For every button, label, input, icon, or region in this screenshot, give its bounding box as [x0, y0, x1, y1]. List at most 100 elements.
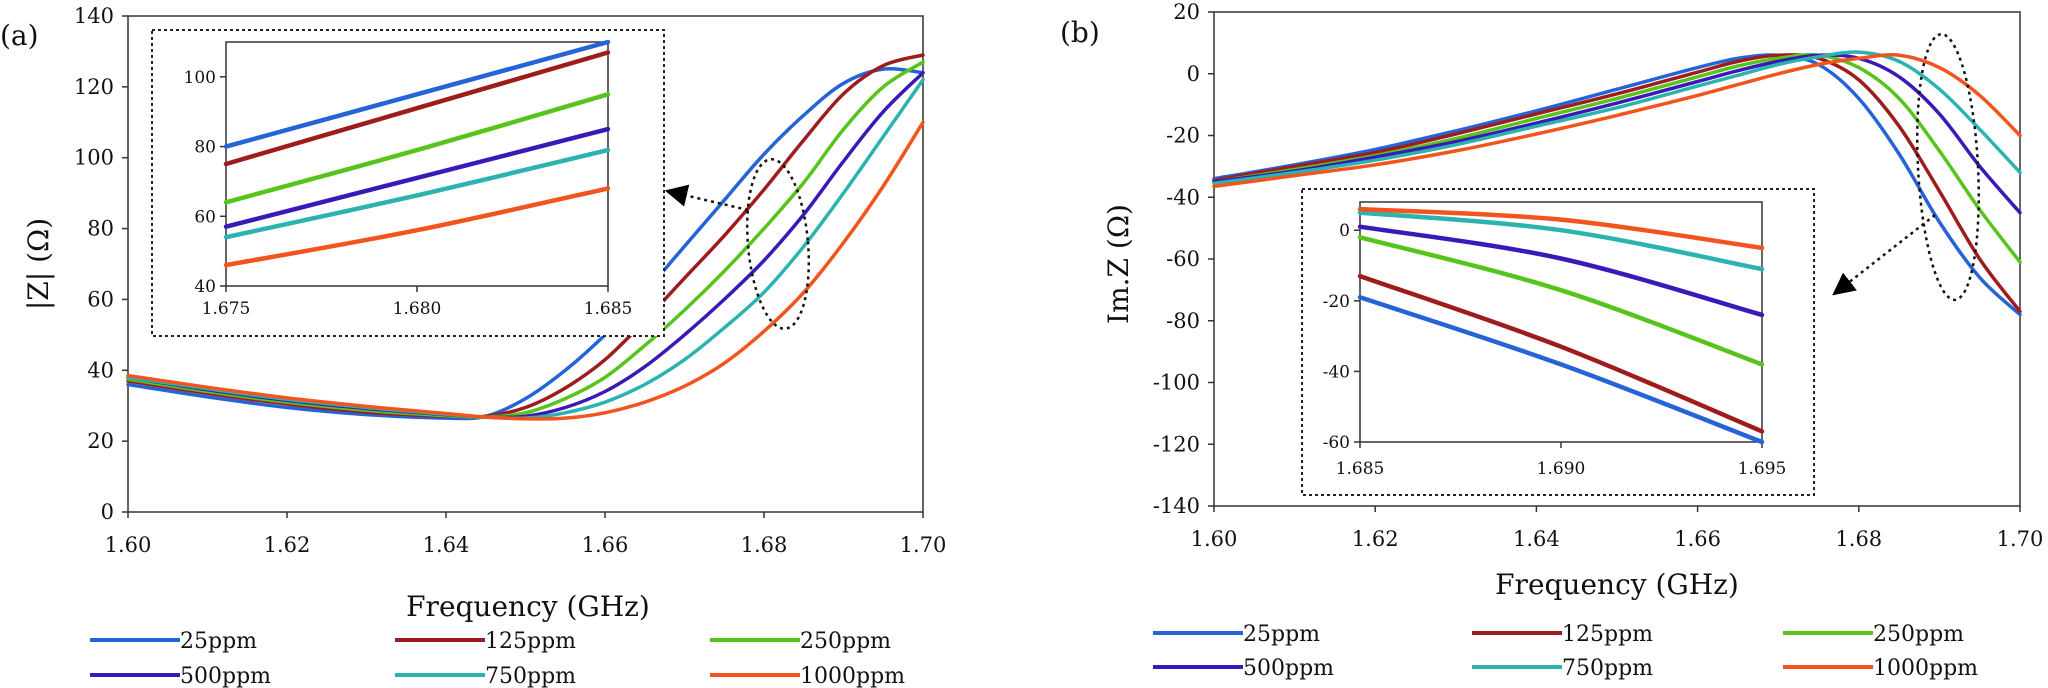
b-x-tick-label: 1.68 [1835, 527, 1882, 551]
legend-a: 25ppm 125ppm 250ppm 500ppm 750ppm 1000ppm [90, 629, 905, 688]
legend-b-label-125ppm: 125ppm [1562, 622, 1653, 647]
x-ticks-a: 1.60 1.62 1.64 1.66 1.68 1.70 [105, 512, 947, 557]
inset-series-a [223, 39, 611, 268]
legend-a-item-750ppm: 750ppm [395, 664, 576, 688]
legend-b-item-500ppm: 500ppm [1153, 656, 1334, 681]
b-y-tick-label: -120 [1153, 432, 1200, 456]
b-y-tick-label: -40 [1166, 185, 1200, 209]
legend-a-label-125ppm: 125ppm [485, 629, 576, 654]
panel-b-label: (b) [1060, 16, 1100, 49]
chart-a: 1.60 1.62 1.64 1.66 1.68 1.70 0 20 40 60 80 100 120… [22, 4, 946, 623]
b-inset-y-tick-label: 0 [1339, 221, 1350, 241]
a-inset-series-25ppm [223, 39, 611, 149]
a-y-tick-label: 0 [101, 500, 114, 524]
y-axis-label-a: |Z| (Ω) [22, 218, 55, 310]
a-inset-x-tick-label: 1.675 [202, 299, 251, 319]
b-inset-series-1000ppm [1357, 206, 1765, 251]
inset-y-ticks-a: 40 60 80 100 [184, 68, 226, 297]
legend-a-label-250ppm: 250ppm [800, 629, 891, 654]
a-inset-series-750ppm [223, 147, 611, 240]
a-inset-x-tick-label: 1.680 [393, 299, 442, 319]
a-x-tick-label: 1.66 [582, 533, 629, 557]
a-inset-series-1000ppm [223, 186, 611, 268]
a-series-25ppm [126, 66, 925, 421]
b-x-tick-label: 1.66 [1674, 527, 1721, 551]
a-inset-y-tick-label: 100 [184, 68, 216, 88]
legend-b-item-125ppm: 125ppm [1472, 622, 1653, 647]
b-inset-series-750ppm [1357, 210, 1765, 272]
b-inset-series-250ppm [1357, 235, 1765, 367]
legend-a-label-500ppm: 500ppm [180, 664, 271, 688]
b-series-1000ppm [1212, 53, 2022, 189]
b-inset-y-tick-label: -60 [1323, 433, 1350, 453]
panel-a-label: (a) [0, 19, 39, 52]
legend-a-item-125ppm: 125ppm [395, 629, 576, 654]
b-y-tick-label: 0 [1187, 62, 1200, 86]
a-inset-y-tick-label: 80 [194, 138, 216, 158]
a-series-1000ppm [126, 120, 925, 421]
annotation-arrow-a [664, 184, 749, 212]
a-inset-series-500ppm [223, 126, 611, 229]
a-inset-x-tick-label: 1.685 [584, 299, 633, 319]
b-inset-x-tick-label: 1.685 [1336, 459, 1385, 479]
a-inset-series-250ppm [223, 92, 611, 205]
legend-a-item-1000ppm: 1000ppm [710, 664, 905, 688]
legend-a-label-750ppm: 750ppm [485, 664, 576, 688]
a-inset-series-125ppm [223, 50, 611, 167]
x-ticks-b: 1.60 1.62 1.64 1.66 1.68 1.70 [1191, 506, 2043, 551]
a-x-tick-label: 1.60 [105, 533, 152, 557]
legend-a-item-250ppm: 250ppm [710, 629, 891, 654]
y-ticks-a: 0 20 40 60 80 100 120 140 [74, 4, 128, 524]
b-y-tick-label: 20 [1173, 0, 1200, 24]
b-y-tick-label: -20 [1166, 124, 1200, 148]
a-series-250ppm [126, 60, 925, 419]
legend-b-item-25ppm: 25ppm [1153, 622, 1320, 647]
legend-b-item-750ppm: 750ppm [1472, 656, 1653, 681]
b-inset-x-tick-label: 1.690 [1537, 459, 1586, 479]
annotation-ellipse-b [1915, 32, 1981, 302]
b-inset-series-125ppm [1357, 273, 1765, 434]
series-a [126, 53, 925, 421]
b-x-tick-label: 1.62 [1352, 527, 1399, 551]
annotation-arrow-b [1832, 214, 1936, 296]
legend-b: 25ppm 125ppm 250ppm 500ppm 750ppm 1000ppm [1153, 622, 1978, 681]
inset-x-ticks-a: 1.675 1.680 1.685 [202, 286, 633, 319]
a-y-tick-label: 140 [74, 4, 114, 28]
a-inset-y-tick-label: 40 [194, 277, 216, 297]
a-x-tick-label: 1.70 [900, 533, 947, 557]
a-y-tick-label: 120 [74, 75, 114, 99]
b-y-tick-label: -140 [1153, 494, 1200, 518]
a-series-125ppm [126, 53, 925, 419]
b-x-tick-label: 1.64 [1513, 527, 1560, 551]
x-axis-label-b: Frequency (GHz) [1495, 568, 1739, 601]
b-series-25ppm [1212, 53, 2022, 317]
legend-a-item-500ppm: 500ppm [90, 664, 271, 688]
b-series-750ppm [1212, 50, 2022, 186]
b-inset-x-tick-label: 1.695 [1738, 459, 1787, 479]
y-ticks-b: -140 -120 -100 -80 -60 -40 -20 0 20 [1153, 0, 1214, 518]
inset-y-ticks-b: -60 -40 -20 0 [1323, 221, 1360, 453]
b-x-tick-label: 1.60 [1191, 527, 1238, 551]
series-b [1212, 50, 2022, 317]
b-y-tick-label: -100 [1153, 371, 1200, 395]
a-inset-y-tick-label: 60 [194, 207, 216, 227]
legend-a-label-25ppm: 25ppm [180, 629, 257, 654]
plot-frame-a [127, 15, 924, 513]
inset-x-ticks-b: 1.685 1.690 1.695 [1336, 442, 1787, 479]
inset-series-b [1357, 206, 1765, 445]
legend-b-label-500ppm: 500ppm [1243, 656, 1334, 681]
b-inset-series-500ppm [1357, 224, 1765, 318]
a-x-tick-label: 1.68 [741, 533, 788, 557]
b-inset-y-tick-label: -20 [1323, 292, 1350, 312]
annotation-ellipse-a [745, 158, 811, 330]
legend-a-label-1000ppm: 1000ppm [800, 664, 905, 688]
b-y-tick-label: -60 [1166, 247, 1200, 271]
legend-b-item-250ppm: 250ppm [1783, 622, 1964, 647]
legend-b-item-1000ppm: 1000ppm [1783, 656, 1978, 681]
b-inset-y-tick-label: -40 [1323, 362, 1350, 382]
a-x-tick-label: 1.62 [264, 533, 311, 557]
b-y-tick-label: -80 [1166, 309, 1200, 333]
b-inset-series-25ppm [1357, 295, 1765, 445]
y-axis-label-b: Im.Z (Ω) [1102, 204, 1135, 324]
